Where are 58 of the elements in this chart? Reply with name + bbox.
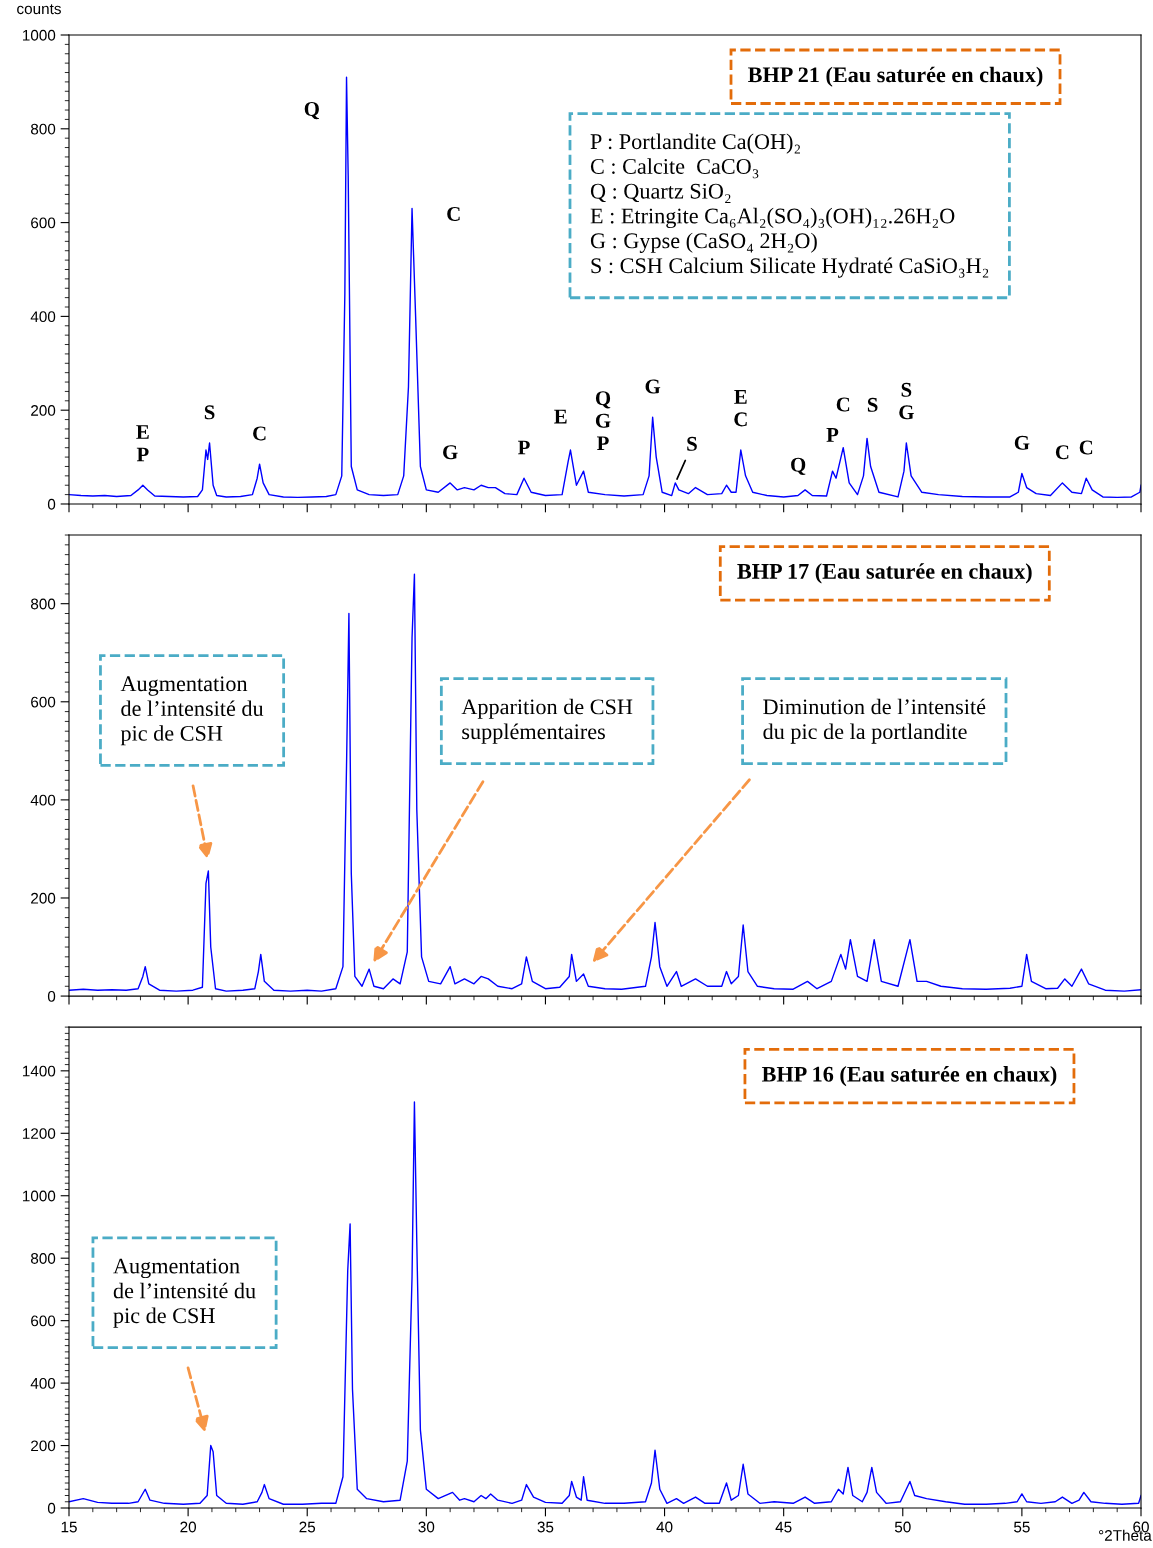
annotation: C (447, 206, 460, 221)
y-tick-label: 1200 (22, 1128, 56, 1139)
y-tick-label: 800 (30, 598, 56, 610)
y-tick-label: 1400 (22, 1065, 56, 1077)
x-tick-label: 20 (180, 1521, 197, 1533)
y-tick-label: 0 (47, 990, 56, 1002)
x-tick-label: 35 (537, 1521, 554, 1533)
line-series (69, 1101, 1141, 1505)
annotation: G (645, 379, 661, 394)
annotation: P (826, 428, 839, 442)
annotation: C (1055, 445, 1069, 460)
x-tick-label: 25 (299, 1521, 316, 1533)
y-tick-label: 600 (31, 217, 56, 229)
annotation: Augmentation de l’intensité du pic de CSH (113, 1258, 256, 1328)
y-tick-label: 200 (31, 1440, 56, 1452)
y-tick-label: 1000 (22, 29, 56, 41)
y-tick-label: 200 (31, 892, 56, 904)
annotation: C (836, 397, 850, 412)
annotation: Diminution de l’intensité du pic de la portlandite (763, 698, 986, 744)
text: BHP 21 (Eau saturée en chaux) (748, 66, 1043, 87)
annotation: P : Portlandite Ca(OH)₂ C : Calcite CaCO₃ Q : Quartz SiO₂ E : Etringite Ca₆Al₂(SO₄)₃(OH)₁₂.26H₂O G : Gypse (CaSO₄ 2H₂O) S : CSH Calcium Silicate Hydraté CaSiO₃H₂ (590, 133, 989, 278)
annotation: G (443, 445, 458, 460)
y-tick-label: 400 (30, 1377, 56, 1389)
x-tick-label: 15 (61, 1521, 77, 1533)
annotation: E C (734, 390, 747, 427)
annotation: G (1014, 435, 1030, 450)
annotation: S (867, 397, 878, 412)
annotation: C (1079, 440, 1093, 455)
annotation: Q (304, 102, 319, 120)
y-tick-label: 600 (31, 1315, 56, 1327)
y-tick-label: 800 (30, 123, 56, 135)
annotation: C (253, 426, 266, 441)
annotation: Q G P (595, 391, 611, 451)
y-tick-label: 600 (31, 696, 56, 708)
x-tick-label: 30 (418, 1521, 435, 1533)
y-tick-label: 400 (30, 794, 56, 806)
x-tick-label: 45 (775, 1521, 792, 1533)
annotation: S G (899, 382, 914, 420)
text: BHP 17 (Eau saturée en chaux) (737, 563, 1032, 584)
y-axis-title: counts (17, 4, 61, 15)
y-tick-label: 200 (31, 405, 56, 416)
annotation: Apparition de CSH supplémentaires (461, 698, 633, 744)
y-tick-label: 1000 (22, 1190, 56, 1202)
annotation: E P (136, 425, 149, 462)
annotation: Q (791, 457, 806, 475)
x-tick-label: 50 (894, 1521, 911, 1533)
annotation: P (518, 440, 530, 455)
annotation: Augmentation de l’intensité du pic de CSH (120, 676, 264, 746)
y-tick-label: 0 (47, 1502, 56, 1514)
x-tick-label: 40 (656, 1521, 673, 1533)
annotation: S (687, 436, 697, 451)
y-tick-label: 0 (47, 498, 56, 510)
y-tick-label: 400 (30, 311, 56, 323)
annotation: S (204, 405, 215, 420)
annotation: E (554, 409, 567, 424)
y-tick-label: 800 (30, 1253, 56, 1264)
text: BHP 16 (Eau saturée en chaux) (761, 1066, 1057, 1087)
x-tick-label: 55 (1014, 1521, 1030, 1533)
